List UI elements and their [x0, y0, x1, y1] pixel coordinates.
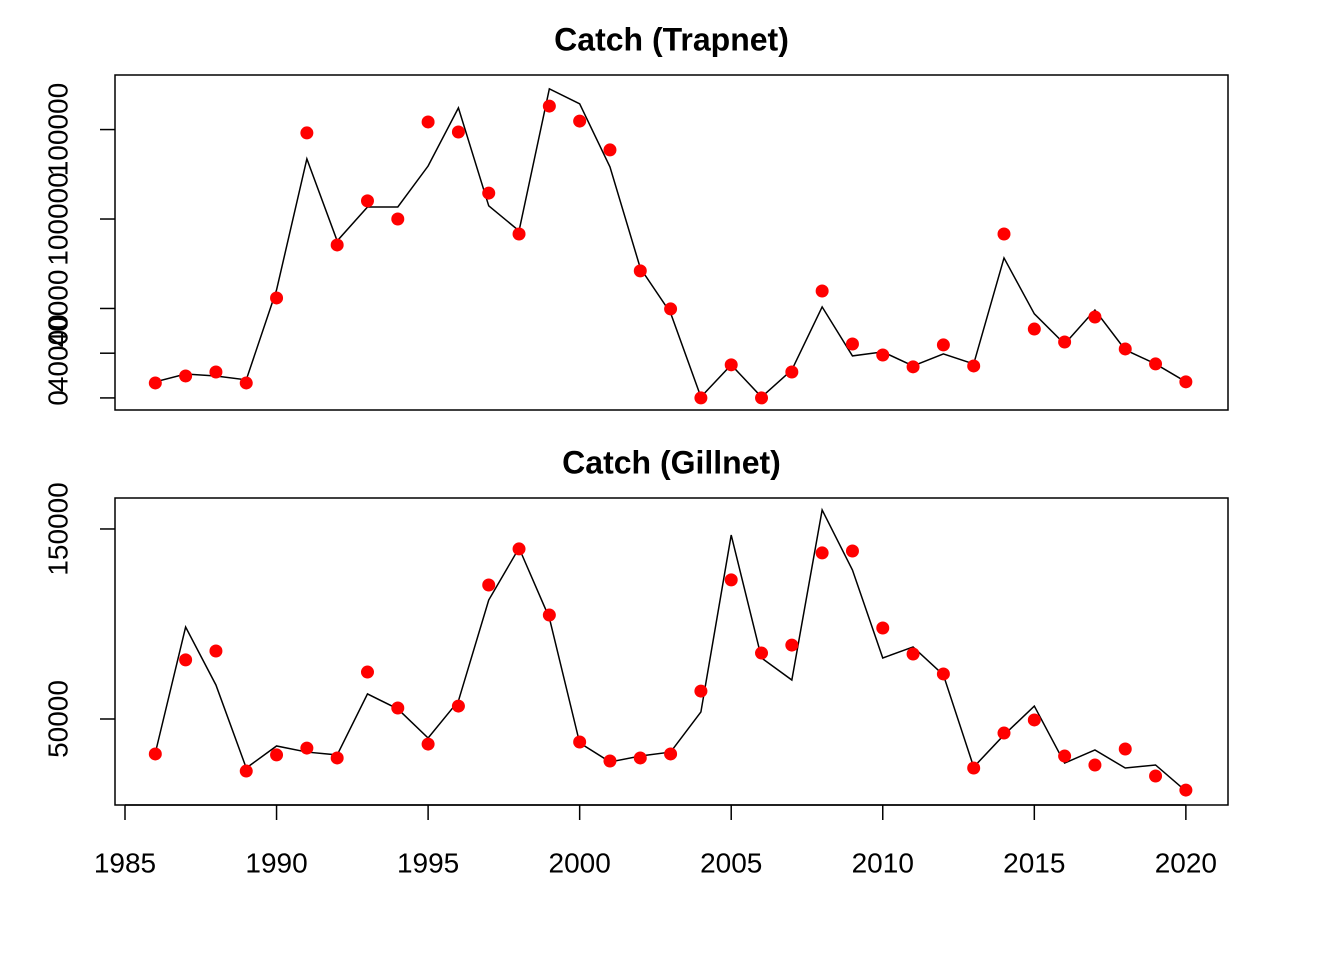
data-point [482, 578, 496, 592]
data-point [239, 764, 253, 778]
data-point [1118, 742, 1132, 756]
y-tick-label: 40000 [42, 314, 73, 392]
data-point [845, 544, 859, 558]
x-tick-label: 2000 [549, 847, 611, 878]
data-point [694, 391, 708, 405]
data-point [755, 646, 769, 660]
x-tick-label: 2020 [1155, 847, 1217, 878]
data-point [997, 227, 1011, 241]
data-point [785, 638, 799, 652]
data-point [391, 212, 405, 226]
data-point [482, 186, 496, 200]
data-point [148, 376, 162, 390]
y-tick-label: 150000 [42, 482, 73, 575]
data-point [876, 621, 890, 635]
data-point [179, 653, 193, 667]
data-point [936, 667, 950, 681]
data-point [1027, 713, 1041, 727]
data-point [815, 546, 829, 560]
data-point [694, 684, 708, 698]
y-tick-label: 100000 [42, 172, 73, 265]
data-point [1149, 357, 1163, 371]
data-point [603, 143, 617, 157]
data-point [300, 741, 314, 755]
y-tick-label: 50000 [42, 680, 73, 758]
data-point [451, 125, 465, 139]
x-tick-label: 2015 [1003, 847, 1065, 878]
data-point [179, 369, 193, 383]
chart-title: Catch (Trapnet) [554, 21, 789, 57]
data-point [512, 542, 526, 556]
data-point [724, 358, 738, 372]
data-point [1058, 749, 1072, 763]
data-point [391, 701, 405, 715]
data-point [360, 194, 374, 208]
data-point [1179, 375, 1193, 389]
data-point [603, 754, 617, 768]
data-point [633, 264, 647, 278]
data-point [209, 644, 223, 658]
data-point [1088, 758, 1102, 772]
data-point [573, 114, 587, 128]
data-point [997, 726, 1011, 740]
data-point [1088, 310, 1102, 324]
data-point [512, 227, 526, 241]
data-point [967, 761, 981, 775]
data-point [815, 284, 829, 298]
data-point [330, 238, 344, 252]
data-point [542, 608, 556, 622]
x-tick-label: 1995 [397, 847, 459, 878]
data-point [967, 359, 981, 373]
data-point [300, 126, 314, 140]
data-point [330, 751, 344, 765]
data-point [360, 665, 374, 679]
data-point [1179, 783, 1193, 797]
data-point [148, 747, 162, 761]
data-point [451, 699, 465, 713]
data-point [270, 748, 284, 762]
data-point [1118, 342, 1132, 356]
x-tick-label: 1985 [94, 847, 156, 878]
data-point [1027, 322, 1041, 336]
y-tick-label: 0 [42, 390, 73, 406]
data-point [421, 115, 435, 129]
x-tick-label: 2005 [700, 847, 762, 878]
x-tick-label: 2010 [852, 847, 914, 878]
data-point [936, 338, 950, 352]
data-point [664, 302, 678, 316]
chart-title: Catch (Gillnet) [562, 444, 781, 480]
data-point [1058, 335, 1072, 349]
data-point [906, 360, 920, 374]
data-point [845, 337, 859, 351]
data-point [239, 376, 253, 390]
data-point [724, 573, 738, 587]
data-point [633, 751, 647, 765]
y-tick-label: 40000 [42, 270, 73, 348]
data-point [1149, 769, 1163, 783]
data-point [542, 99, 556, 113]
data-point [664, 747, 678, 761]
data-point [421, 737, 435, 751]
y-tick-label: 100000 [42, 83, 73, 176]
x-tick-label: 1990 [245, 847, 307, 878]
data-point [906, 647, 920, 661]
plot-box [114, 74, 1229, 411]
data-point [876, 348, 890, 362]
data-point [573, 735, 587, 749]
data-point [209, 365, 223, 379]
data-point [785, 365, 799, 379]
data-point [755, 391, 769, 405]
data-point [270, 291, 284, 305]
